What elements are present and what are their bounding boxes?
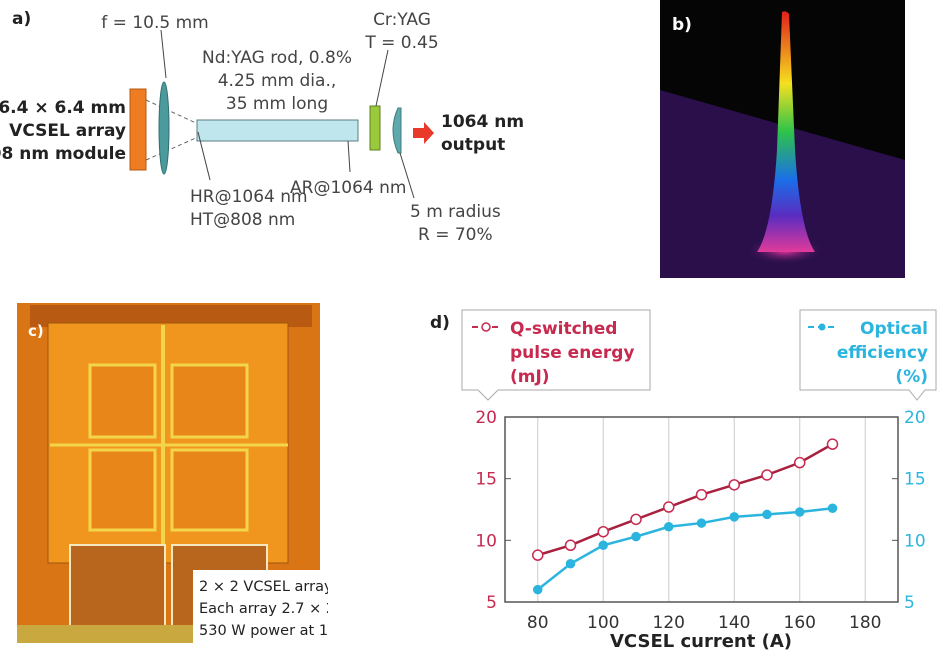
- right-axis-title-2: efficiency: [837, 343, 928, 363]
- x-axis-title: VCSEL current (A): [610, 631, 792, 652]
- x-tick-label: 120: [653, 613, 685, 633]
- output-wavelength: 1064 nm: [441, 112, 524, 132]
- data-point-pulse-energy: [564, 539, 577, 552]
- source-label-2: VCSEL array: [9, 121, 126, 141]
- data-point-pulse-energy: [728, 479, 740, 491]
- series-line-efficiency: [536, 507, 833, 591]
- focusing-lens: [158, 81, 170, 175]
- left-legend-marker: [472, 322, 500, 332]
- x-tick-label: 100: [587, 613, 619, 633]
- rod-label-2: 4.25 mm dia.,: [218, 71, 337, 91]
- series-line-pulse-energy: [537, 443, 834, 557]
- x-tick-label: 140: [718, 613, 750, 633]
- source-label-3: 808 nm module: [0, 144, 126, 164]
- data-point-efficiency: [827, 503, 838, 514]
- data-point-efficiency: [762, 509, 772, 520]
- right-y-tick-label: 10: [904, 531, 926, 551]
- data-point-efficiency: [729, 512, 739, 522]
- data-point-pulse-energy: [794, 456, 806, 469]
- data-point-pulse-energy: [630, 513, 642, 526]
- nd-yag-rod: [196, 119, 359, 142]
- x-tick-label: 80: [527, 613, 549, 633]
- right-axis-title-1: Optical: [860, 319, 928, 339]
- data-point-efficiency: [533, 584, 543, 595]
- x-tick-label: 180: [849, 613, 881, 633]
- plot-frame: [504, 416, 899, 603]
- output-arrow-icon: [413, 122, 434, 144]
- data-point-pulse-energy: [663, 501, 675, 513]
- left-legend-box: [461, 309, 651, 401]
- output-label: output: [441, 135, 505, 155]
- ht-coating-label: HT@808 nm: [190, 210, 295, 230]
- right-y-tick-label: 15: [904, 470, 926, 490]
- hr-coating-label: HR@1064 nm: [190, 187, 308, 207]
- data-point-pulse-energy: [826, 438, 839, 450]
- cr-yag-label: Cr:YAG: [373, 10, 431, 30]
- right-legend-marker: [808, 323, 836, 331]
- data-point-efficiency: [696, 518, 707, 528]
- data-point-pulse-energy: [695, 488, 708, 501]
- caption-line-2: Each array 2.7 × 2.7 mm: [199, 601, 328, 617]
- left-axis-title-2: pulse energy: [510, 343, 634, 363]
- data-point-efficiency: [664, 522, 674, 532]
- caption-line-1: 2 × 2 VCSEL array: [199, 579, 328, 595]
- left-axis-title-1: Q-switched: [510, 319, 617, 339]
- data-point-pulse-energy: [597, 525, 609, 538]
- right-y-tick-label: 5: [904, 593, 915, 613]
- left-y-tick-label: 20: [475, 408, 497, 428]
- left-y-tick-label: 10: [475, 531, 497, 551]
- panel-c-caption: 2 × 2 VCSEL array Each array 2.7 × 2.7 m…: [193, 570, 328, 645]
- left-y-tick-label: 15: [475, 470, 497, 490]
- data-point-efficiency: [631, 531, 641, 542]
- data-point-pulse-energy: [532, 549, 544, 561]
- panel-a-laser-diagram: a) f = 10.5 mm 6.4 × 6.4 mm VCSEL array …: [0, 9, 524, 245]
- transmission-label: T = 0.45: [364, 33, 438, 53]
- vcsel-module: [129, 88, 147, 171]
- pump-beam-top: [145, 99, 199, 125]
- rod-label-1: Nd:YAG rod, 0.8%: [202, 48, 352, 68]
- ar-coating-label: AR@1064 nm: [290, 178, 406, 198]
- source-label-1: 6.4 × 6.4 mm: [0, 98, 126, 118]
- pump-beam-bottom: [145, 136, 199, 161]
- data-point-efficiency: [795, 507, 805, 517]
- panel-a-label: a): [12, 9, 31, 29]
- right-legend-box: [799, 309, 937, 401]
- data-point-efficiency: [565, 559, 576, 569]
- mirror-radius-label: 5 m radius: [410, 202, 501, 222]
- x-tick-label: 160: [784, 613, 816, 633]
- cr-yag-crystal: [369, 105, 381, 151]
- panel-d-label: d): [430, 313, 450, 333]
- left-axis-title-3: (mJ): [510, 367, 550, 387]
- left-y-tick-label: 5: [486, 593, 497, 613]
- rod-label-3: 35 mm long: [226, 94, 328, 114]
- lens-focal-length: f = 10.5 mm: [101, 13, 208, 33]
- right-axis-title-3: (%): [895, 367, 928, 387]
- right-y-tick-label: 20: [904, 408, 926, 428]
- data-point-efficiency: [598, 540, 608, 551]
- mirror-reflectivity-label: R = 70%: [418, 225, 493, 245]
- caption-line-3: 530 W power at 160 A: [199, 623, 328, 639]
- data-point-pulse-energy: [761, 469, 773, 481]
